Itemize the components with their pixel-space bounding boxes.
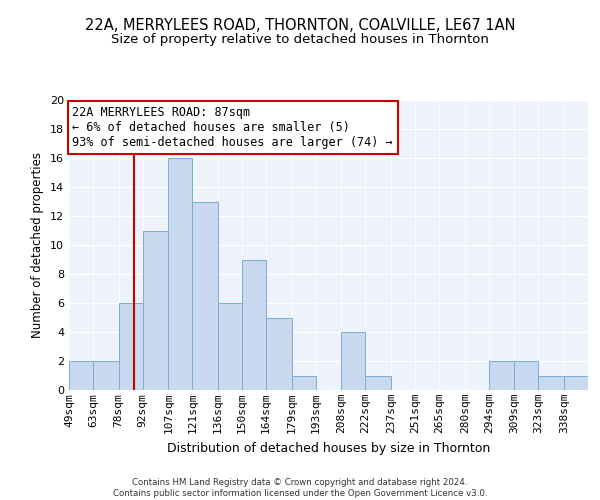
- Bar: [266, 318, 292, 390]
- Bar: [488, 361, 514, 390]
- Bar: [242, 260, 266, 390]
- Bar: [69, 361, 93, 390]
- Bar: [119, 303, 143, 390]
- Bar: [218, 303, 242, 390]
- Text: Contains HM Land Registry data © Crown copyright and database right 2024.
Contai: Contains HM Land Registry data © Crown c…: [113, 478, 487, 498]
- Bar: [143, 230, 169, 390]
- Bar: [341, 332, 365, 390]
- Bar: [538, 376, 564, 390]
- Y-axis label: Number of detached properties: Number of detached properties: [31, 152, 44, 338]
- Bar: [365, 376, 391, 390]
- Bar: [169, 158, 193, 390]
- Text: 22A, MERRYLEES ROAD, THORNTON, COALVILLE, LE67 1AN: 22A, MERRYLEES ROAD, THORNTON, COALVILLE…: [85, 18, 515, 32]
- Text: Size of property relative to detached houses in Thornton: Size of property relative to detached ho…: [111, 32, 489, 46]
- Text: 22A MERRYLEES ROAD: 87sqm
← 6% of detached houses are smaller (5)
93% of semi-de: 22A MERRYLEES ROAD: 87sqm ← 6% of detach…: [73, 106, 393, 149]
- Bar: [292, 376, 316, 390]
- Bar: [193, 202, 218, 390]
- X-axis label: Distribution of detached houses by size in Thornton: Distribution of detached houses by size …: [167, 442, 490, 454]
- Bar: [564, 376, 588, 390]
- Bar: [514, 361, 538, 390]
- Bar: [93, 361, 119, 390]
